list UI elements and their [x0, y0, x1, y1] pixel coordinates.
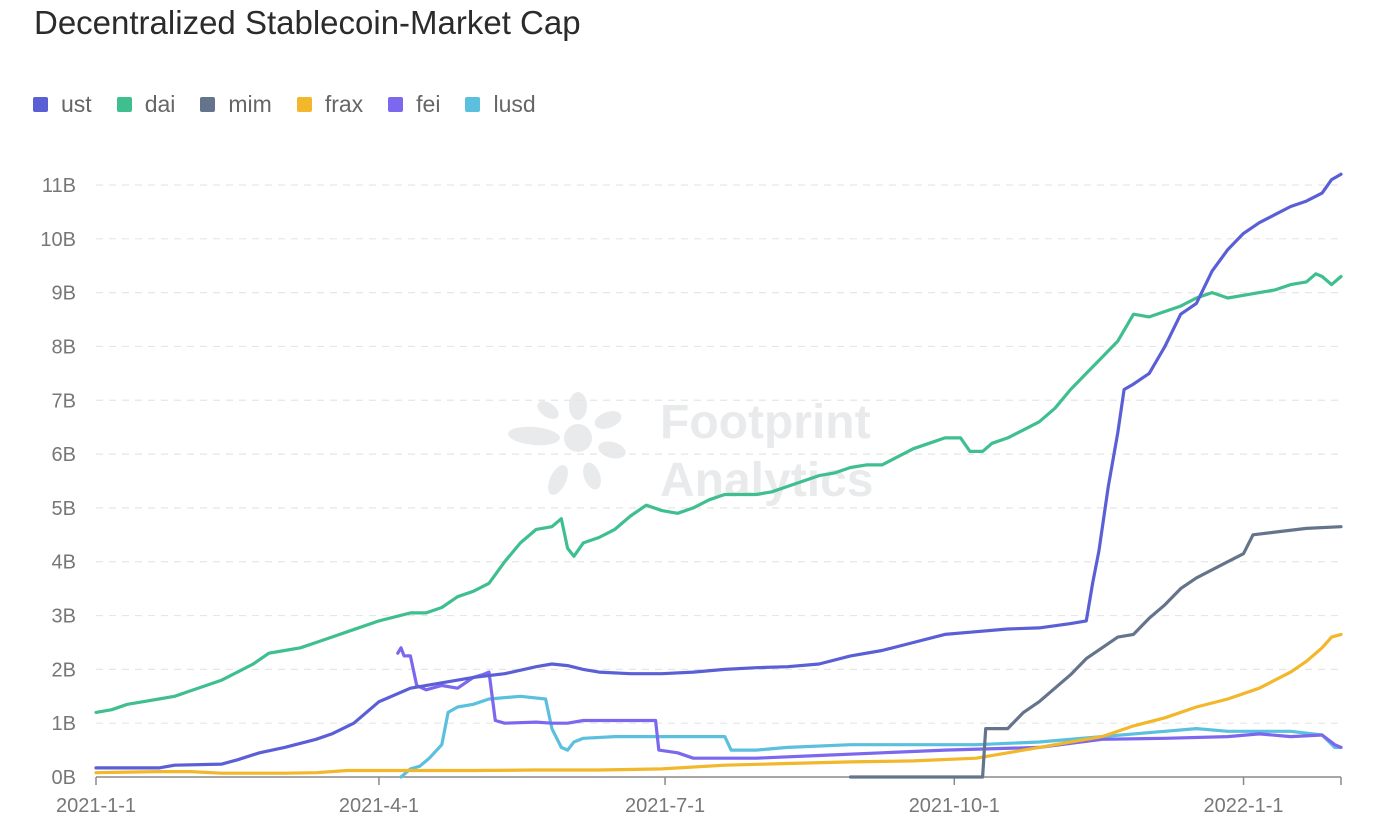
legend-item-ust[interactable]: ust: [33, 91, 92, 118]
legend-swatch-frax: [296, 97, 312, 112]
legend-label-frax: frax: [324, 91, 364, 117]
watermark-line1: Footprint: [660, 396, 871, 449]
chart-title: Decentralized Stablecoin-Market Cap: [34, 4, 581, 41]
y-tick-label: 6B: [52, 444, 76, 466]
series-line-frax[interactable]: [94, 632, 1343, 775]
x-tick-label: 2021-7-1: [625, 795, 705, 817]
legend-item-frax[interactable]: frax: [296, 91, 364, 118]
legend-label-dai: dai: [144, 91, 176, 117]
y-tick-label: 3B: [52, 606, 76, 628]
y-grid: [96, 184, 1341, 724]
x-tick-label: 2022-1-1: [1204, 795, 1284, 817]
y-tick-label: 2B: [52, 659, 76, 681]
legend-swatch-ust: [33, 97, 48, 112]
watermark-logo-icon: [508, 392, 626, 495]
legend-item-fei[interactable]: fei: [388, 91, 440, 118]
y-tick-label: 9B: [52, 283, 76, 305]
legend-label-lusd: lusd: [493, 91, 536, 117]
y-tick-label: 11B: [42, 175, 76, 197]
series-line-fei[interactable]: [396, 646, 1343, 760]
legend-item-lusd[interactable]: lusd: [465, 91, 536, 118]
y-tick-label: 0B: [52, 767, 76, 789]
y-tick-label: 4B: [52, 552, 76, 574]
legend-item-mim[interactable]: mim: [200, 91, 272, 118]
x-tick-label: 2021-1-1: [56, 795, 136, 817]
legend-label-mim: mim: [228, 91, 272, 117]
x-tick-label: 2021-4-1: [339, 795, 419, 817]
legend-swatch-mim: [200, 97, 216, 112]
legend-swatch-fei: [388, 97, 404, 112]
watermark: Footprint Analytics: [500, 388, 873, 508]
series-line-dai[interactable]: [94, 272, 1343, 714]
legend-swatch-dai: [116, 97, 132, 112]
legend-item-dai[interactable]: dai: [116, 91, 176, 118]
series-line-mim[interactable]: [848, 525, 1343, 779]
x-tick-label: 2021-10-1: [909, 795, 1000, 817]
watermark-line2: Analytics: [660, 454, 874, 507]
series-line-ust[interactable]: [94, 172, 1343, 770]
legend: ust dai mim frax fei lusd: [33, 91, 561, 118]
series-line-lusd[interactable]: [399, 694, 1343, 779]
y-tick-label: 10B: [40, 229, 76, 251]
legend-swatch-lusd: [465, 97, 481, 112]
y-tick-label: 8B: [52, 336, 76, 358]
y-tick-label: 1B: [52, 713, 76, 735]
y-tick-label: 7B: [52, 390, 76, 412]
legend-label-ust: ust: [61, 91, 92, 117]
y-tick-label: 5B: [52, 498, 76, 520]
legend-label-fei: fei: [416, 91, 441, 117]
